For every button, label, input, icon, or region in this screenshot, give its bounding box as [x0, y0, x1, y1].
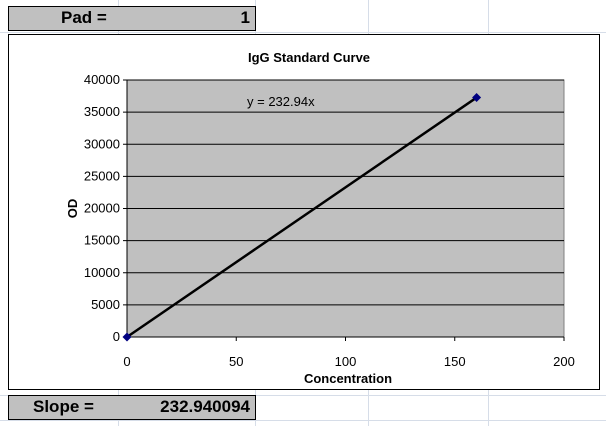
chart-svg: 0 5000 10000 15000 20000 25000 30000 35000 40000… — [65, 50, 575, 386]
x-axis-ticks: 0 50 100 150 200 — [123, 80, 575, 369]
y-tick-label: 30000 — [84, 136, 120, 151]
x-tick-label: 150 — [444, 354, 466, 369]
y-tick-label: 5000 — [91, 297, 120, 312]
y-axis-title: OD — [65, 199, 80, 219]
y-tick-label: 15000 — [84, 233, 120, 248]
sheet-row-line — [0, 32, 606, 33]
trendline-equation: y = 232.94x — [247, 94, 315, 109]
y-axis-ticks: 0 5000 10000 15000 20000 25000 30000 35000 40000 — [84, 72, 127, 344]
slope-cell[interactable]: Slope = 232.940094 — [8, 395, 256, 420]
y-tick-label: 40000 — [84, 72, 120, 87]
gridlines — [127, 79, 564, 306]
chart-title: IgG Standard Curve — [248, 50, 370, 65]
pad-value: 1 — [240, 8, 250, 27]
y-tick-label: 20000 — [84, 201, 120, 216]
trendline — [126, 96, 478, 339]
data-point — [472, 93, 482, 103]
y-tick-label: 35000 — [84, 104, 120, 119]
data-point — [122, 332, 132, 342]
x-tick-label: 0 — [123, 354, 130, 369]
pad-cell[interactable]: Pad = 1 — [8, 6, 256, 31]
slope-label: Slope = — [33, 397, 94, 416]
series-layer — [122, 93, 482, 342]
slope-value: 232.940094 — [160, 397, 250, 416]
y-tick-label: 0 — [113, 329, 120, 344]
x-tick-label: 50 — [229, 354, 243, 369]
x-tick-label: 200 — [553, 354, 575, 369]
sheet-row-line — [0, 395, 606, 396]
y-tick-label: 10000 — [84, 265, 120, 280]
sheet-row-line — [0, 420, 606, 421]
x-tick-label: 100 — [335, 354, 357, 369]
x-axis-title: Concentration — [304, 371, 392, 386]
y-tick-label: 25000 — [84, 168, 120, 183]
chart[interactable]: 0 5000 10000 15000 20000 25000 30000 35000 40000… — [8, 34, 600, 390]
pad-label: Pad = — [61, 8, 107, 27]
